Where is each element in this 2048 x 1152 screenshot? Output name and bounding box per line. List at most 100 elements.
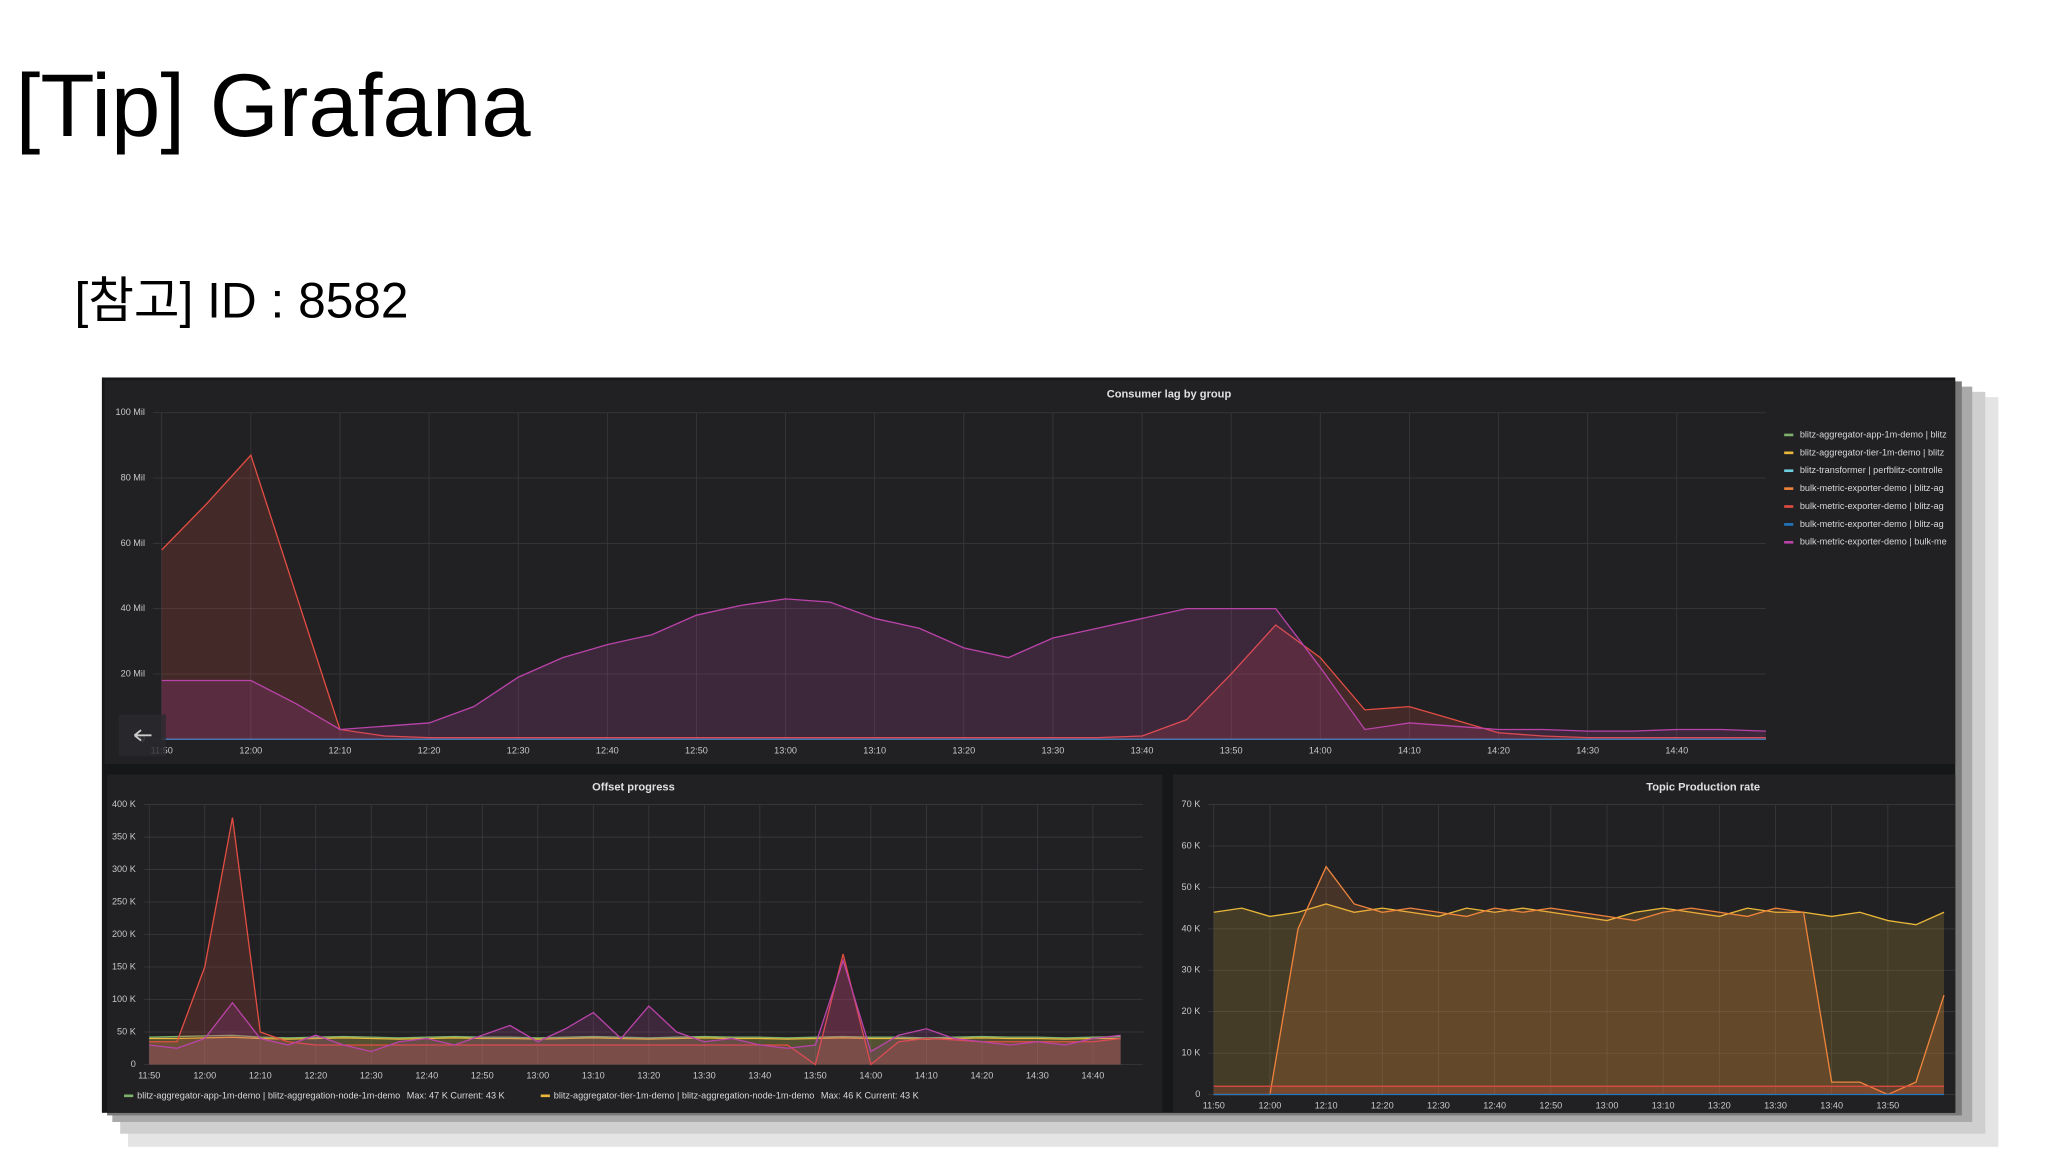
x-tick-label: 13:50	[1876, 1101, 1899, 1111]
x-tick-label: 14:10	[1398, 745, 1421, 755]
x-tick-label: 12:40	[596, 745, 619, 755]
x-tick-label: 14:30	[1576, 745, 1599, 755]
x-tick-label: 13:10	[582, 1071, 605, 1081]
chart-title: Topic Production rate	[1646, 782, 1760, 794]
x-tick-label: 12:50	[1539, 1101, 1562, 1111]
y-tick-label: 20 K	[1182, 1006, 1201, 1016]
legend-label: bulk-metric-exporter-demo | blitz-ag	[1800, 483, 1944, 493]
y-tick-label: 30 K	[1182, 965, 1201, 975]
slide-subtitle: [참고] ID : 8582	[74, 272, 408, 328]
chart: Offset progress 0 50 K 100 K 150 K 200 K 250 K…	[112, 782, 1143, 1100]
x-tick-label: 14:20	[1487, 745, 1510, 755]
y-tick-label: 350 K	[112, 831, 136, 841]
x-tick-label: 12:50	[685, 745, 708, 755]
x-tick-label: 12:00	[239, 745, 262, 755]
x-tick-label: 13:20	[1708, 1101, 1731, 1111]
chart: Topic Production rate 0 10 K 20 K 30 K 40 K 50…	[1182, 782, 1956, 1111]
panel	[1172, 774, 1956, 1113]
y-tick-label: 0	[131, 1059, 136, 1069]
chart-title: Consumer lag by group	[1107, 388, 1232, 400]
legend-label: blitz-aggregator-tier-1m-demo | blitz	[1800, 447, 1945, 457]
x-tick-label: 12:00	[1259, 1101, 1282, 1111]
x-tick-label: 12:30	[507, 745, 530, 755]
y-tick-label: 250 K	[112, 896, 136, 906]
series-line	[161, 598, 1766, 732]
legend-label: blitz-aggregator-app-1m-demo | blitz-agg…	[137, 1090, 400, 1100]
x-tick-label: 13:20	[952, 745, 975, 755]
x-tick-label: 12:30	[360, 1071, 383, 1081]
x-tick-label: 13:30	[1042, 745, 1065, 755]
y-tick-label: 10 K	[1182, 1048, 1201, 1058]
legend-label: bulk-metric-exporter-demo | blitz-ag	[1800, 519, 1944, 529]
y-tick-label: 50 K	[117, 1026, 136, 1036]
series-line	[149, 958, 1121, 1053]
x-tick-label: 12:20	[1371, 1101, 1394, 1111]
y-tick-label: 70 K	[1182, 799, 1201, 809]
legend-label: bulk-metric-exporter-demo | blitz-ag	[1800, 501, 1944, 511]
x-tick-label: 13:40	[1131, 745, 1154, 755]
y-tick-label: 300 K	[112, 864, 136, 874]
x-tick-label: 12:00	[193, 1071, 216, 1081]
series-line	[161, 453, 1766, 739]
y-tick-label: 100 Mil	[116, 407, 145, 417]
x-tick-label: 12:20	[418, 745, 441, 755]
series-area	[1213, 1086, 1945, 1095]
series-area	[161, 455, 1766, 740]
x-tick-label: 12:10	[249, 1071, 272, 1081]
y-tick-label: 150 K	[112, 961, 136, 971]
x-tick-label: 12:10	[329, 745, 352, 755]
series-area	[149, 960, 1121, 1065]
x-tick-label: 12:30	[1427, 1101, 1450, 1111]
y-tick-label: 0	[1195, 1089, 1200, 1099]
x-tick-label: 12:50	[471, 1071, 494, 1081]
y-tick-label: 100 K	[112, 994, 136, 1004]
series-area	[149, 1035, 1121, 1065]
x-tick-label: 12:20	[304, 1071, 327, 1081]
x-tick-label: 14:40	[1081, 1071, 1104, 1081]
panel	[104, 380, 1956, 765]
series-area	[1213, 866, 1945, 1095]
legend-stats: Max: 46 K Current: 43 K	[821, 1090, 919, 1100]
legend-label: bulk-metric-exporter-demo | bulk-me	[1800, 537, 1947, 547]
series-area	[149, 817, 1121, 1065]
x-tick-label: 14:20	[970, 1071, 993, 1081]
x-tick-label: 14:10	[915, 1071, 938, 1081]
x-tick-label: 12:10	[1315, 1101, 1338, 1111]
y-tick-label: 50 K	[1182, 882, 1201, 892]
legend-label: blitz-aggregator-tier-1m-demo | blitz-ag…	[554, 1090, 815, 1100]
series-line	[1213, 903, 1945, 926]
legend-stats: Max: 47 K Current: 43 K	[407, 1090, 505, 1100]
x-tick-label: 13:40	[1820, 1101, 1843, 1111]
series-area	[1213, 903, 1945, 1095]
x-tick-label: 13:00	[774, 745, 797, 755]
y-tick-label: 60 K	[1182, 840, 1201, 850]
y-tick-label: 40 K	[1182, 923, 1201, 933]
slide-title: [Tip] Grafana	[16, 56, 532, 155]
x-tick-label: 13:20	[637, 1071, 660, 1081]
x-tick-label: 14:00	[859, 1071, 882, 1081]
y-tick-label: 40 Mil	[121, 603, 145, 613]
x-tick-label: 13:30	[693, 1071, 716, 1081]
x-tick-label: 14:40	[1665, 745, 1688, 755]
x-tick-label: 14:00	[1309, 745, 1332, 755]
x-tick-label: 13:00	[526, 1071, 549, 1081]
x-tick-label: 13:10	[1652, 1101, 1675, 1111]
x-tick-label: 12:40	[1483, 1101, 1506, 1111]
y-tick-label: 200 K	[112, 929, 136, 939]
legend-label: blitz-aggregator-app-1m-demo | blitz	[1800, 429, 1947, 439]
series-line	[149, 817, 1121, 1066]
x-tick-label: 13:50	[804, 1071, 827, 1081]
series-line	[1213, 865, 1945, 1096]
back-arrow-icon	[133, 729, 152, 742]
series-area	[161, 598, 1766, 740]
x-tick-label: 13:10	[863, 745, 886, 755]
y-tick-label: 400 K	[112, 799, 136, 809]
chart-title: Offset progress	[592, 782, 675, 794]
panel	[107, 774, 1163, 1113]
y-tick-label: 60 Mil	[121, 538, 145, 548]
x-tick-label: 11:50	[138, 1071, 160, 1081]
x-tick-label: 13:30	[1764, 1101, 1787, 1111]
